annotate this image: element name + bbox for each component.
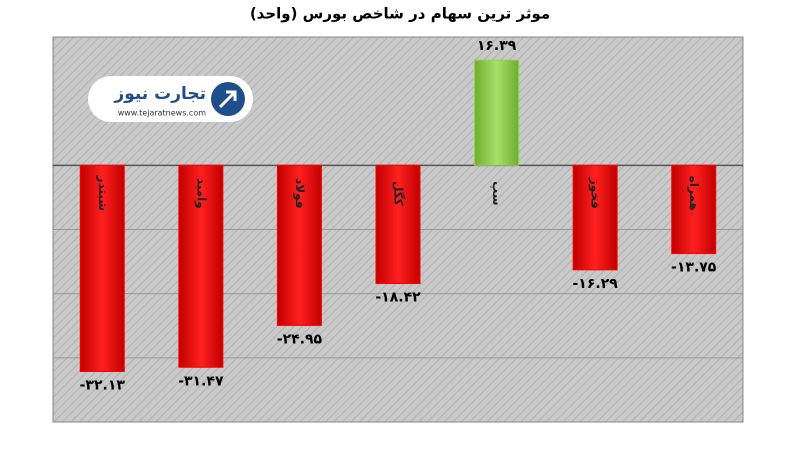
- data-label: -۲۴.۹۵: [277, 331, 323, 347]
- category-label: فخوز: [588, 177, 603, 209]
- data-label: -۱۸.۴۲: [375, 290, 421, 306]
- bar: [178, 164, 224, 368]
- category-label: وامید: [193, 178, 208, 209]
- chart-title: موثر ترین سهام در شاخص بورس (واحد): [250, 5, 550, 23]
- data-label: -۳۲.۱۳: [80, 378, 126, 394]
- category-label: شبندر: [96, 175, 110, 211]
- data-label: ۱۶.۳۹: [477, 38, 517, 54]
- category-label: فولاد: [292, 178, 307, 208]
- category-label: کگل: [392, 181, 406, 206]
- logo-url: www.tejaratnews.com: [118, 109, 206, 118]
- logo: تجارت نیوز www.tejaratnews.com: [88, 76, 253, 122]
- data-label: -۱۶.۲۹: [572, 276, 618, 292]
- bar: [375, 164, 421, 285]
- data-label: -۳۱.۴۷: [178, 373, 224, 389]
- bar: [79, 164, 125, 373]
- category-label: سپ: [490, 181, 504, 206]
- data-label: -۱۳.۷۵: [671, 260, 717, 276]
- bar: [572, 164, 618, 271]
- bar: [671, 164, 717, 255]
- logo-badge: [88, 76, 253, 122]
- logo-name: تجارت نیوز: [113, 84, 206, 104]
- category-label: همراه: [687, 176, 701, 211]
- bar: [474, 59, 520, 166]
- bar: [276, 164, 322, 326]
